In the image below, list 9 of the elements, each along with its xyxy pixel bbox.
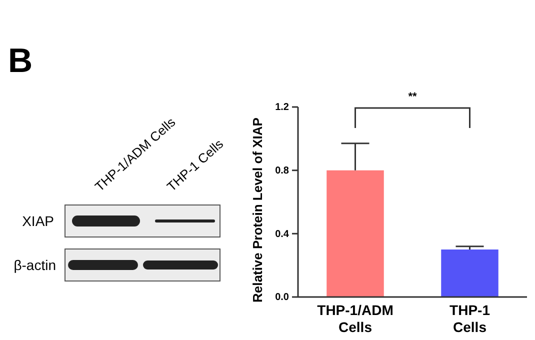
text: **	[408, 91, 418, 103]
y-tick-label: 0.0	[275, 292, 290, 304]
text: XIAP	[22, 213, 54, 229]
text: B	[8, 42, 33, 80]
y-tick-label: 0.4	[275, 228, 290, 240]
y-tick-label: 1.2	[275, 102, 290, 114]
text: β-actin	[14, 257, 56, 273]
y-tick-label: 0.8	[275, 166, 290, 177]
y-axis-title: Relative Protein Level of XIAP	[250, 117, 265, 302]
